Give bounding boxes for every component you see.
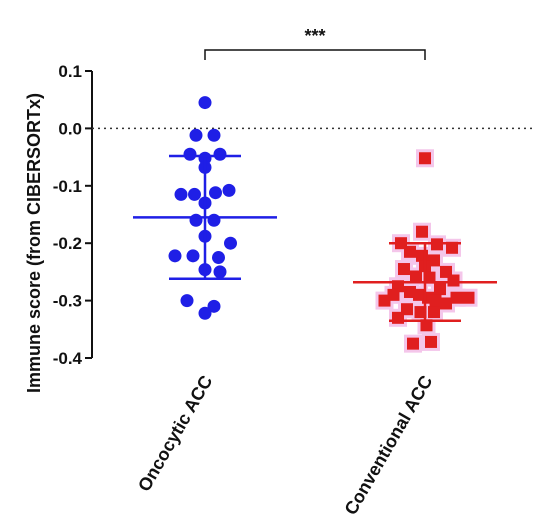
data-point: [189, 128, 203, 142]
y-tick-label: -0.3: [53, 292, 82, 311]
data-point: [207, 299, 221, 313]
data-point: [398, 263, 410, 276]
y-axis: 0.1 0.0 -0.1 -0.2 -0.3 -0.4: [53, 62, 93, 368]
data-point: [387, 288, 400, 301]
data-point: [213, 147, 227, 161]
data-point: [168, 249, 182, 263]
data-point: [224, 236, 237, 250]
data-point: [198, 306, 212, 320]
data-point: [428, 254, 440, 267]
data-point: [198, 96, 212, 110]
data-point: [180, 294, 194, 308]
data-point: [410, 270, 422, 283]
data-point: [428, 306, 440, 319]
data-point: [212, 251, 225, 265]
y-axis-title: Immune score (from CIBERSORTx): [24, 93, 44, 393]
series-layer: [133, 96, 497, 353]
data-point: [423, 271, 436, 284]
data-point: [207, 128, 221, 142]
data-point: [404, 245, 416, 258]
data-point: [186, 249, 200, 263]
series-2: [353, 149, 497, 353]
data-point: [420, 319, 433, 332]
data-point: [189, 213, 203, 227]
y-tick-label: 0.0: [58, 119, 82, 138]
data-point: [174, 187, 188, 201]
data-point: [183, 147, 197, 161]
data-point: [416, 225, 428, 238]
data-point: [419, 152, 431, 165]
data-point: [446, 241, 458, 254]
data-point: [434, 283, 446, 296]
data-point: [213, 265, 227, 279]
data-point: [425, 335, 437, 348]
data-point: [440, 297, 452, 310]
y-tick-label: -0.4: [53, 349, 83, 368]
data-point: [447, 274, 460, 287]
data-point: [207, 213, 221, 227]
category-label: Conventional ACC: [340, 372, 436, 518]
significance-label: ***: [304, 26, 325, 46]
significance-bracket: ***: [204, 26, 426, 60]
data-point: [188, 187, 201, 201]
y-tick-label: 0.1: [58, 62, 82, 81]
data-point: [462, 291, 475, 304]
y-tick-label: -0.2: [53, 234, 82, 253]
series-1: [133, 96, 277, 320]
data-point: [222, 183, 236, 197]
data-point: [429, 294, 442, 307]
significance-bracket-line: [204, 49, 426, 60]
data-point: [407, 337, 419, 350]
y-tick-label: -0.1: [53, 177, 82, 196]
category-label: Oncocytic ACC: [134, 372, 217, 495]
data-point: [414, 306, 427, 319]
category-labels: Oncocytic ACC Conventional ACC: [134, 372, 437, 518]
data-point: [392, 311, 404, 324]
data-point: [209, 186, 222, 200]
data-point: [450, 291, 463, 304]
